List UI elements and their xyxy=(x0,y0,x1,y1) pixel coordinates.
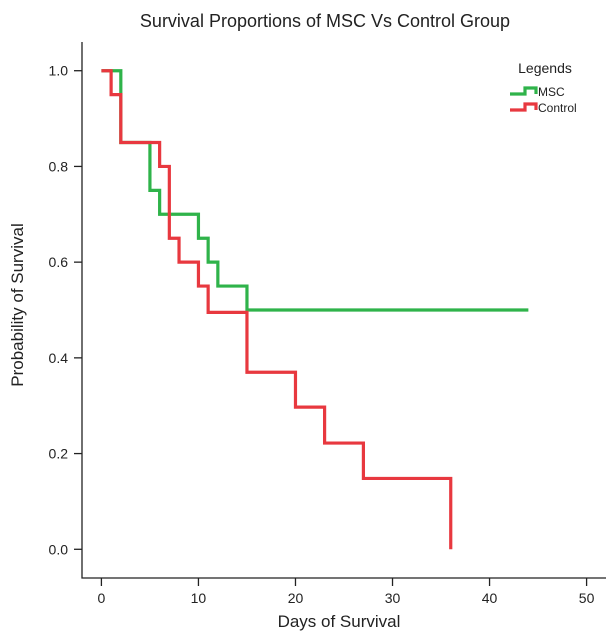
axes xyxy=(81,42,606,579)
series-line-msc xyxy=(101,69,529,312)
chart-title: Survival Proportions of MSC Vs Control G… xyxy=(140,11,510,31)
x-tick-label: 40 xyxy=(482,590,498,606)
series-line-control xyxy=(101,69,453,550)
ticks: 0 10 20 30 40 50 0.0 0.2 0.4 0.6 0.8 1.0 xyxy=(49,63,595,606)
axis-frame xyxy=(81,42,606,579)
y-tick-label: 0.6 xyxy=(49,254,69,270)
y-tick-label: 0.4 xyxy=(49,350,69,366)
y-tick-label: 1.0 xyxy=(49,63,69,79)
legend-title: Legends xyxy=(518,60,572,76)
y-tick-label: 0.2 xyxy=(49,446,69,462)
x-tick-label: 0 xyxy=(98,590,106,606)
legend: Legends MSC Control xyxy=(510,60,577,115)
x-tick-label: 10 xyxy=(191,590,207,606)
x-tick-label: 30 xyxy=(385,590,401,606)
y-axis-label: Probability of Survival xyxy=(8,223,27,386)
x-tick-label: 20 xyxy=(288,590,304,606)
legend-swatch-control xyxy=(510,102,538,112)
x-axis-label: Days of Survival xyxy=(278,612,401,631)
legend-swatch-msc xyxy=(510,86,538,96)
x-tick-label: 50 xyxy=(579,590,595,606)
legend-label-control: Control xyxy=(538,101,577,115)
legend-label-msc: MSC xyxy=(538,85,565,99)
series-layer xyxy=(101,69,529,550)
y-tick-label: 0.8 xyxy=(49,158,69,174)
y-tick-label: 0.0 xyxy=(49,541,69,557)
legend-items: MSC Control xyxy=(510,85,577,115)
